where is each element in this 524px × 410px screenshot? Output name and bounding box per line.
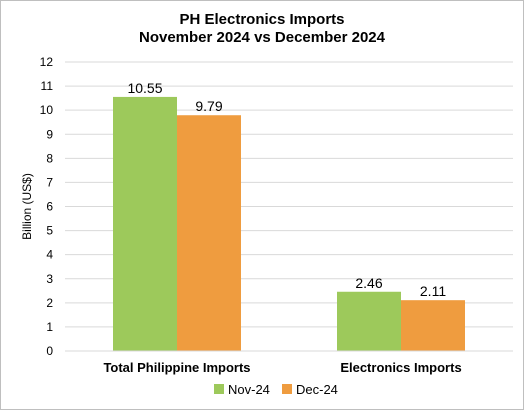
y-tick-label: 8 <box>46 151 53 165</box>
y-tick-label: 1 <box>46 320 53 334</box>
y-tick-label: 10 <box>40 103 54 117</box>
legend-label: Dec-24 <box>296 382 338 397</box>
data-label: 9.79 <box>195 98 222 114</box>
y-tick-label: 3 <box>46 272 53 286</box>
bar <box>113 96 177 351</box>
legend-label: Nov-24 <box>228 382 270 397</box>
x-category-label: Electronics Imports <box>340 360 461 375</box>
y-tick-label: 6 <box>46 200 53 214</box>
bar <box>177 115 241 351</box>
legend-swatch <box>282 384 292 394</box>
y-tick-label: 12 <box>40 55 54 69</box>
y-tick-label: 11 <box>41 79 54 93</box>
data-label: 10.55 <box>127 80 162 96</box>
y-tick-label: 0 <box>46 344 53 358</box>
chart-title: PH Electronics Imports <box>179 11 345 28</box>
y-tick-label: 2 <box>46 296 53 310</box>
bar <box>337 291 401 351</box>
bar <box>401 300 465 351</box>
y-tick-label: 5 <box>46 224 53 238</box>
data-label: 2.11 <box>420 283 446 299</box>
y-tick-label: 9 <box>46 127 53 141</box>
y-tick-label: 7 <box>46 175 53 189</box>
chart-subtitle: November 2024 vs December 2024 <box>139 29 385 46</box>
legend-swatch <box>214 384 224 394</box>
data-label: 2.46 <box>355 275 382 291</box>
x-category-label: Total Philippine Imports <box>103 360 250 375</box>
y-tick-label: 4 <box>46 248 53 262</box>
y-axis-title: Billion (US$) <box>20 173 34 240</box>
